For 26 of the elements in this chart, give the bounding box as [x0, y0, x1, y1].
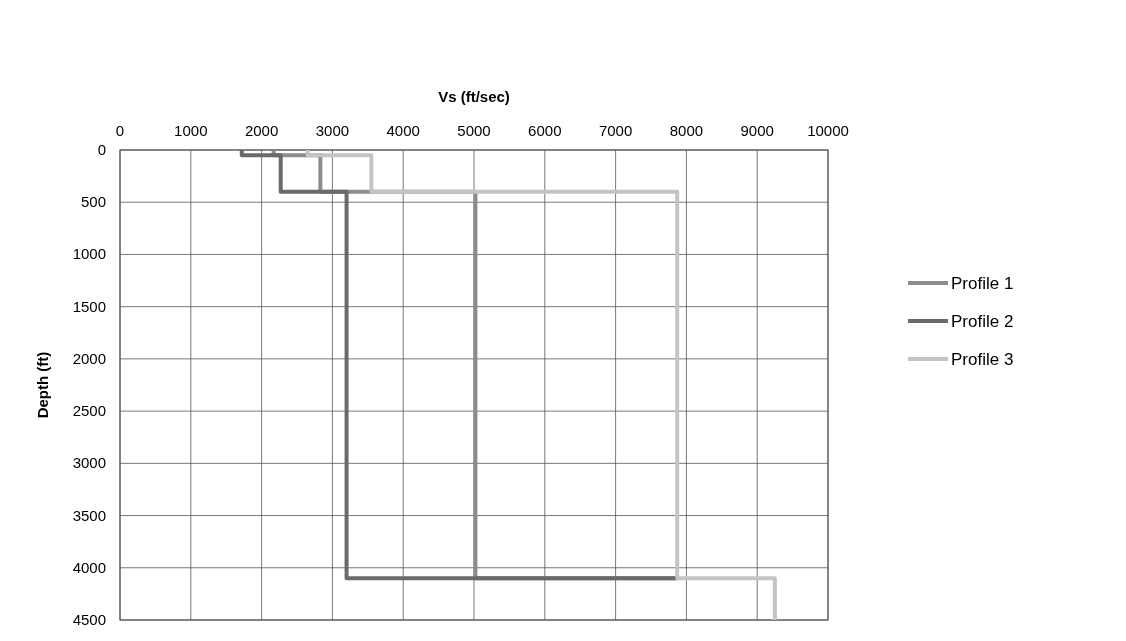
x-tick-label: 4000 — [386, 122, 420, 139]
x-axis-title: Vs (ft/sec) — [438, 88, 510, 105]
y-tick-label: 500 — [80, 193, 106, 211]
y-tick-label: 0 — [97, 141, 106, 158]
legend-label: Profile 2 — [951, 312, 1014, 331]
x-tick-label: 9000 — [740, 122, 774, 139]
y-tick-label: 1500 — [72, 297, 106, 315]
x-tick-label: 6000 — [528, 122, 562, 139]
y-tick-label: 1000 — [72, 245, 106, 263]
y-tick-label: 4500 — [72, 611, 106, 628]
y-tick-label: 2500 — [72, 402, 106, 420]
y-tick-label: 2000 — [72, 349, 106, 367]
x-tick-label: 8000 — [669, 122, 704, 139]
x-tick-label: 2000 — [244, 122, 279, 139]
x-tick-label: 3000 — [315, 122, 350, 139]
y-tick-label: 3000 — [72, 454, 106, 472]
legend-label: Profile 3 — [951, 350, 1014, 369]
x-tick-label: 7000 — [598, 122, 633, 139]
x-tick-label: 0 — [115, 122, 125, 139]
x-tick-label: 1000 — [174, 122, 208, 139]
y-tick-label: 3500 — [72, 506, 106, 524]
y-tick-label: 4000 — [72, 558, 106, 576]
x-tick-label: 5000 — [457, 122, 491, 139]
legend-label: Profile 1 — [951, 274, 1014, 293]
x-tick-label: 10000 — [807, 122, 849, 139]
y-axis-title: Depth (ft) — [34, 351, 51, 419]
